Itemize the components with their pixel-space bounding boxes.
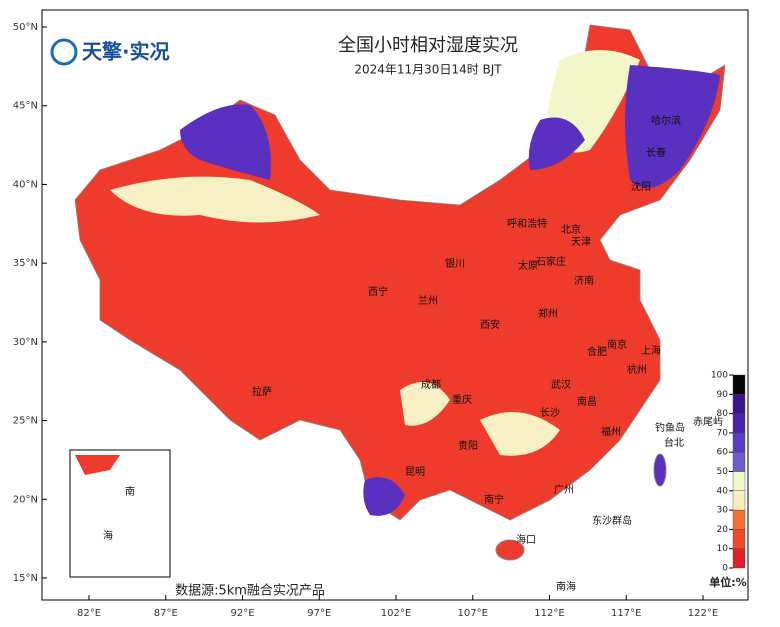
lat-label: 30°N bbox=[13, 337, 38, 348]
city-label: 武汉 bbox=[551, 378, 571, 391]
city-label: 南宁 bbox=[484, 493, 504, 506]
city-label: 西宁 bbox=[368, 285, 388, 298]
city-label: 太原 bbox=[518, 259, 538, 272]
lat-label: 45°N bbox=[13, 101, 38, 112]
city-label: 济南 bbox=[574, 274, 594, 287]
lat-label: 40°N bbox=[13, 179, 38, 190]
colorbar-swatch bbox=[732, 490, 746, 511]
colorbar-swatch bbox=[732, 394, 746, 414]
subtitle: 2024年11月30日14时 BJT bbox=[354, 63, 502, 77]
city-label: 南昌 bbox=[577, 395, 597, 408]
lon-label: 117°E bbox=[611, 608, 641, 619]
colorbar-swatch bbox=[732, 471, 746, 491]
city-label: 郑州 bbox=[538, 307, 558, 320]
humid-zone bbox=[363, 477, 405, 516]
colorbar-label: 90 bbox=[717, 390, 729, 400]
dry-zone bbox=[110, 176, 320, 223]
colorbar-swatch bbox=[732, 452, 746, 472]
city-label: 昆明 bbox=[405, 466, 425, 478]
title: 全国小时相对湿度实况 bbox=[338, 35, 518, 56]
lon-label: 97°E bbox=[307, 608, 331, 619]
colorbar-label: 10 bbox=[717, 544, 729, 554]
city-label: 北京 bbox=[561, 223, 581, 236]
city-label: 兰州 bbox=[418, 294, 438, 307]
colorbar-swatch bbox=[732, 432, 746, 453]
hainan bbox=[495, 539, 525, 561]
inset-land bbox=[75, 455, 120, 475]
logo: 天擎·实况 bbox=[50, 38, 170, 66]
city-label: 杭州 bbox=[627, 363, 647, 376]
city-label: 钓鱼岛 bbox=[655, 421, 685, 434]
lon-label: 102°E bbox=[381, 608, 411, 619]
city-label: 重庆 bbox=[452, 393, 472, 406]
city-label: 沈阳 bbox=[631, 180, 651, 193]
city-label: 石家庄 bbox=[536, 255, 566, 268]
colorbar-label: 30 bbox=[717, 506, 729, 516]
city-label: 西安 bbox=[480, 318, 500, 331]
city-label: 贵阳 bbox=[458, 439, 478, 452]
unit-label: 单位:% bbox=[709, 575, 746, 589]
colorbar-label: 70 bbox=[717, 428, 729, 438]
colorbar-label: 40 bbox=[717, 486, 729, 496]
city-label: 天津 bbox=[571, 236, 591, 248]
lon-label: 82°E bbox=[77, 608, 101, 619]
city-label: 合肥 bbox=[587, 345, 607, 358]
city-label: 东沙群岛 bbox=[592, 514, 632, 527]
city-label: 福州 bbox=[601, 425, 621, 438]
city-label: 台北 bbox=[664, 436, 684, 449]
colorbar-swatch bbox=[732, 374, 746, 395]
colorbar-swatch bbox=[732, 413, 746, 434]
source-note: 数据源:5km融合实况产品 bbox=[175, 584, 325, 599]
lon-label: 92°E bbox=[230, 608, 254, 619]
city-label: 长沙 bbox=[540, 407, 560, 419]
colorbar-label: 60 bbox=[717, 448, 729, 458]
city-label: 南京 bbox=[607, 338, 627, 351]
city-label: 呼和浩特 bbox=[507, 218, 547, 230]
logo-icon bbox=[50, 38, 78, 66]
humid-zone bbox=[528, 117, 585, 170]
inset-label: 海 bbox=[103, 529, 113, 542]
lat-label: 35°N bbox=[13, 258, 38, 269]
lon-label: 107°E bbox=[458, 608, 488, 619]
city-label: 哈尔滨 bbox=[651, 114, 681, 127]
lon-label: 122°E bbox=[688, 608, 718, 619]
city-label: 银川 bbox=[445, 257, 465, 270]
colorbar-label: 0 bbox=[722, 564, 728, 574]
lon-label: 87°E bbox=[154, 608, 178, 619]
city-label: 上海 bbox=[641, 344, 661, 357]
colorbar-swatch bbox=[732, 509, 746, 530]
humid-zone bbox=[625, 65, 720, 188]
city-label: 海口 bbox=[516, 533, 536, 546]
inset-label: 南 bbox=[125, 485, 135, 498]
humid-zone bbox=[480, 412, 560, 456]
humid-zone bbox=[180, 104, 271, 180]
lat-label: 20°N bbox=[13, 494, 38, 505]
colorbar-label: 80 bbox=[717, 409, 729, 419]
lat-label: 15°N bbox=[13, 573, 38, 584]
city-label: 成都 bbox=[421, 379, 441, 391]
city-label: 长春 bbox=[646, 147, 666, 159]
taiwan bbox=[653, 453, 667, 487]
city-label: 南海 bbox=[556, 580, 576, 593]
humid-zone bbox=[400, 382, 450, 426]
logo-text: 天擎·实况 bbox=[82, 40, 170, 64]
colorbar-swatch bbox=[732, 548, 746, 569]
lon-label: 112°E bbox=[534, 608, 564, 619]
colorbar-label: 50 bbox=[717, 467, 729, 477]
lat-label: 25°N bbox=[13, 416, 38, 427]
city-label: 拉萨 bbox=[252, 385, 272, 398]
colorbar-label: 100 bbox=[711, 371, 728, 381]
lat-label: 50°N bbox=[13, 22, 38, 33]
china-map bbox=[69, 24, 726, 578]
colorbar-swatch bbox=[732, 529, 746, 549]
colorbar-label: 20 bbox=[717, 525, 729, 535]
city-label: 赤尾屿 bbox=[693, 416, 723, 428]
city-label: 广州 bbox=[554, 484, 574, 496]
